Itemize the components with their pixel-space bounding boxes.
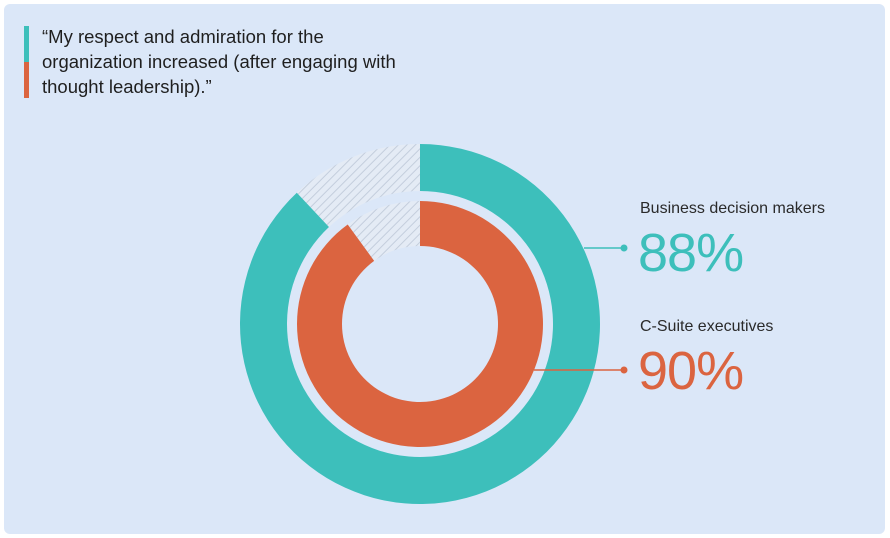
- quote-text: “My respect and admiration for the organ…: [42, 26, 396, 97]
- inner-leader-dot: [620, 366, 628, 374]
- outer-leader-dot: [620, 244, 628, 252]
- series-value-c-suite-executives: 90%: [638, 341, 744, 401]
- donut-chart: [240, 144, 628, 504]
- donut-remainder-outer: [296, 144, 420, 228]
- series-label-c-suite-executives: C-Suite executives: [640, 318, 774, 335]
- series-label-business-decision-makers: Business decision makers: [640, 200, 825, 217]
- series-value-business-decision-makers: 88%: [638, 223, 744, 283]
- quote-accent-teal: [24, 26, 29, 62]
- quote-accent-bar: [24, 26, 29, 98]
- donut-remainder-inner: [347, 201, 420, 261]
- donut-segment-inner: [296, 201, 543, 447]
- infographic-card: “My respect and admiration for the organ…: [4, 4, 885, 534]
- quote-accent-orange: [24, 62, 29, 98]
- donut-segment-outer: [240, 144, 601, 504]
